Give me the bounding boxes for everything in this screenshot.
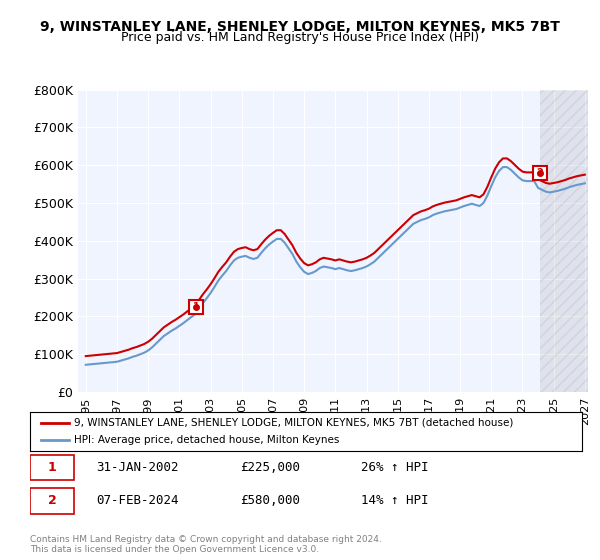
Text: £225,000: £225,000 <box>240 461 300 474</box>
Text: 14% ↑ HPI: 14% ↑ HPI <box>361 494 428 507</box>
Text: 31-JAN-2002: 31-JAN-2002 <box>96 461 179 474</box>
Text: Price paid vs. HM Land Registry's House Price Index (HPI): Price paid vs. HM Land Registry's House … <box>121 31 479 44</box>
FancyBboxPatch shape <box>30 488 74 514</box>
Text: HPI: Average price, detached house, Milton Keynes: HPI: Average price, detached house, Milt… <box>74 435 340 445</box>
Text: 9, WINSTANLEY LANE, SHENLEY LODGE, MILTON KEYNES, MK5 7BT: 9, WINSTANLEY LANE, SHENLEY LODGE, MILTO… <box>40 20 560 34</box>
Text: 07-FEB-2024: 07-FEB-2024 <box>96 494 179 507</box>
Text: 2: 2 <box>536 168 543 178</box>
Text: 9, WINSTANLEY LANE, SHENLEY LODGE, MILTON KEYNES, MK5 7BT (detached house): 9, WINSTANLEY LANE, SHENLEY LODGE, MILTO… <box>74 418 514 428</box>
Text: 1: 1 <box>193 302 200 312</box>
Text: 2: 2 <box>48 494 56 507</box>
Text: 1: 1 <box>48 461 56 474</box>
Text: 26% ↑ HPI: 26% ↑ HPI <box>361 461 428 474</box>
Text: Contains HM Land Registry data © Crown copyright and database right 2024.
This d: Contains HM Land Registry data © Crown c… <box>30 535 382 554</box>
FancyBboxPatch shape <box>30 455 74 480</box>
Text: £580,000: £580,000 <box>240 494 300 507</box>
